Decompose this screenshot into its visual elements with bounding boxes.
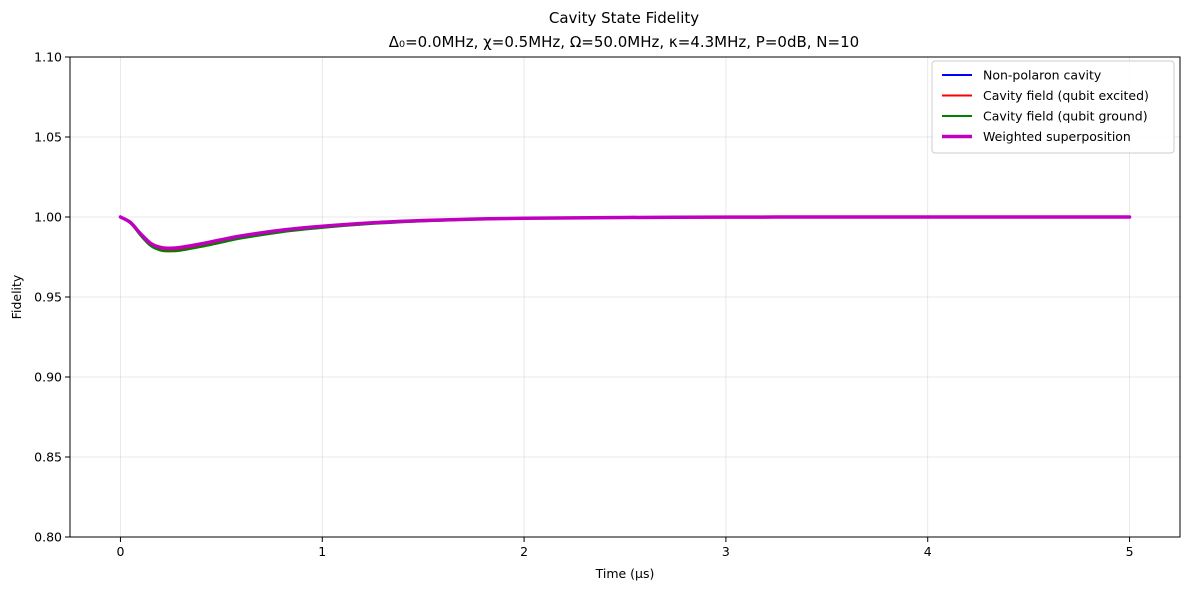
y-tick-label: 0.85	[34, 450, 62, 465]
legend: Non-polaron cavity Cavity field (qubit ex…	[931, 60, 1175, 154]
legend-label-non-polaron-cavity: Non-polaron cavity	[983, 68, 1102, 83]
y-tick-label: 0.90	[34, 370, 62, 385]
legend-label-cavity-field-qubit-ground: Cavity field (qubit ground)	[983, 109, 1148, 124]
y-tick-label: 1.00	[34, 210, 62, 225]
y-tick-label: 0.80	[34, 530, 62, 545]
series-line-weighted-superposition	[118, 215, 1132, 250]
tick-layer: 0 1 2 3 4 5 0.80 0.85 0.90 0.95 1.00 1.05 1.10	[34, 50, 1133, 560]
chart-subtitle: Δ₀=0.0MHz, χ=0.5MHz, Ω=50.0MHz, κ=4.3MHz…	[389, 33, 859, 51]
x-tick-label: 1	[318, 544, 326, 559]
legend-box	[931, 60, 1175, 154]
legend-items: Non-polaron cavity Cavity field (qubit ex…	[942, 68, 1149, 144]
x-tick-label: 3	[722, 544, 730, 559]
x-axis-label: Time (μs)	[595, 566, 655, 581]
x-tick-label: 5	[1126, 544, 1134, 559]
x-tick-label: 0	[116, 544, 124, 559]
y-tick-label: 1.05	[34, 130, 62, 145]
legend-label-weighted-superposition: Weighted superposition	[983, 129, 1131, 144]
series-layer	[118, 215, 1132, 253]
y-tick-label: 0.95	[34, 290, 62, 305]
x-tick-label: 2	[520, 544, 528, 559]
y-axis-label: Fidelity	[9, 274, 24, 319]
x-tick-label: 4	[924, 544, 932, 559]
legend-label-cavity-field-qubit-excited: Cavity field (qubit excited)	[983, 88, 1149, 103]
chart-title: Cavity State Fidelity	[549, 9, 699, 27]
y-tick-label: 1.10	[34, 50, 62, 65]
